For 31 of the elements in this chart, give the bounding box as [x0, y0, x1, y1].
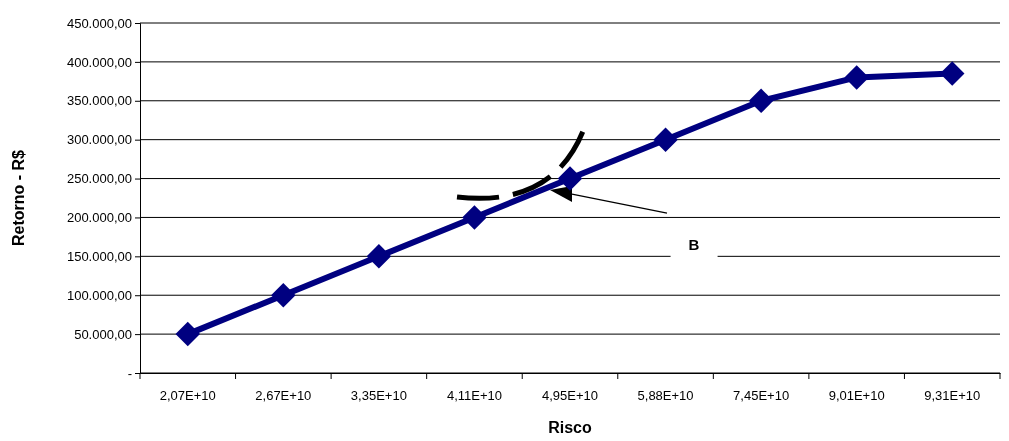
point: [271, 282, 296, 308]
y-axis-title: Retorno - R$: [10, 149, 27, 246]
x-tick-label: 2,07E+10: [159, 388, 216, 404]
y-tick-label: 150.000,00: [66, 248, 132, 264]
point: [939, 61, 965, 86]
point: [653, 127, 678, 152]
y-tick-label: 250.000,00: [66, 171, 132, 187]
point: [175, 321, 201, 347]
x-tick-label: 5,88E+10: [637, 388, 694, 404]
point: [748, 88, 774, 114]
y-tick-label: 450.000,00: [66, 15, 132, 31]
y-tick-label: 300.000,00: [66, 132, 132, 148]
point: [462, 205, 487, 230]
x-tick-label: 7,45E+10: [733, 388, 790, 404]
x-tick-label: 4,95E+10: [541, 388, 599, 404]
x-tick-label: 2,67E+10: [255, 388, 312, 404]
y-tick-label: -: [127, 365, 132, 381]
point: [557, 166, 583, 191]
y-tick-label: 100.000,00: [66, 287, 132, 303]
x-tick-label: 3,35E+10: [350, 388, 407, 404]
x-tick-label: 9,01E+10: [828, 388, 885, 404]
point: [366, 244, 392, 269]
point: [844, 65, 869, 90]
x-tick-label: 9,31E+10: [924, 388, 981, 404]
x-axis-title: Risco: [548, 419, 593, 436]
annotation: B: [688, 236, 700, 254]
x-tick-label: 4,11E+10: [446, 388, 502, 404]
y-tick-label: 400.000,00: [66, 54, 132, 70]
y-tick-label: 350.000,00: [66, 93, 132, 109]
y-tick-label: 200.000,00: [66, 210, 132, 226]
y-tick-label: 50.000,00: [74, 326, 132, 342]
